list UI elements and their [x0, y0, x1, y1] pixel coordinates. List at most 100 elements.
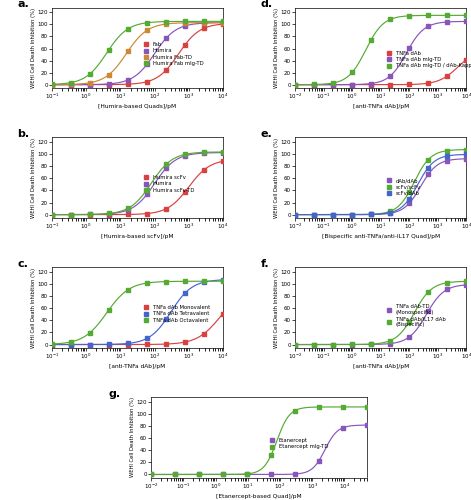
Fab: [49, 82, 55, 87]
scFv/dAb: [463, 152, 469, 158]
scFv/scFv: [425, 156, 431, 162]
Y-axis label: WEHI Cell Death Inhibition (%): WEHI Cell Death Inhibition (%): [31, 268, 36, 347]
Humira: [182, 153, 188, 159]
scFv/scFv: [349, 212, 355, 218]
TNFa dAb-TD
(Monospecific): [311, 342, 317, 347]
TNFa dAb/IL17 dAb
(Bispecific): [425, 289, 431, 295]
Line: Humira scFv-TD: Humira scFv-TD: [50, 150, 225, 216]
Etanercept: [364, 422, 370, 428]
dAb/dAb: [349, 212, 355, 218]
Text: a.: a.: [17, 0, 29, 10]
Y-axis label: WEHI Cell Death Inhibition (%): WEHI Cell Death Inhibition (%): [31, 8, 36, 87]
dAb/dAb: [425, 172, 431, 177]
TNFa dAb/IL17 dAb
(Bispecific): [387, 338, 393, 344]
Etanercept: [268, 472, 274, 478]
Y-axis label: WEHI Cell Death Inhibition (%): WEHI Cell Death Inhibition (%): [274, 268, 279, 347]
Humira scFv-TD: [49, 212, 55, 218]
TNFa dAb Tetravalent: [220, 277, 226, 283]
TNFa dAb Monovalent: [182, 339, 188, 345]
Line: TNFa dAb/IL17 dAb
(Bispecific): TNFa dAb/IL17 dAb (Bispecific): [293, 280, 468, 346]
TNFa dAb: [292, 82, 298, 87]
Humira Fab-TD: [201, 20, 207, 26]
Line: TNFa dAb mIg-TD / dAb-Kappa: TNFa dAb mIg-TD / dAb-Kappa: [293, 14, 468, 86]
TNFa dAb/IL17 dAb
(Bispecific): [463, 278, 469, 284]
Humira: [201, 20, 207, 26]
TNFa dAb/IL17 dAb
(Bispecific): [368, 341, 374, 347]
TNFa dAb/IL17 dAb
(Bispecific): [292, 342, 298, 347]
Humira Fab mIg-TD: [125, 26, 131, 32]
TNFa dAb mIg-TD / dAb-Kappa: [330, 80, 336, 86]
Legend: Humira scFv, Humira, Humira scFv-TD: Humira scFv, Humira, Humira scFv-TD: [140, 174, 195, 194]
Humira Fab mIg-TD: [201, 18, 207, 24]
Line: TNFa dAb Monovalent: TNFa dAb Monovalent: [50, 312, 225, 346]
Line: Humira Fab mIg-TD: Humira Fab mIg-TD: [50, 20, 225, 86]
Etanercept mIg-TD: [148, 472, 154, 478]
Humira Fab-TD: [163, 21, 169, 27]
dAb/dAb: [387, 210, 393, 216]
TNFa dAb mIg-TD: [368, 80, 374, 86]
Fab: [144, 78, 150, 84]
TNFa dAb Octavalent: [144, 280, 150, 286]
dAb/dAb: [311, 212, 317, 218]
Humira scFv-TD: [182, 152, 188, 158]
Legend: TNFa dAb Monovalent, TNFa dAb Tetravalent, TNFa dAb Octavalent: TNFa dAb Monovalent, TNFa dAb Tetravalen…: [140, 304, 211, 324]
scFv/dAb: [330, 212, 336, 218]
Humira scFv-TD: [144, 186, 150, 192]
Etanercept mIg-TD: [172, 472, 178, 478]
Humira Fab mIg-TD: [49, 82, 55, 87]
TNFa dAb: [368, 82, 374, 87]
TNFa dAb Tetravalent: [87, 342, 93, 347]
Y-axis label: WEHI Cell Death Inhibition (%): WEHI Cell Death Inhibition (%): [130, 398, 135, 477]
Humira scFv-TD: [163, 162, 169, 168]
Line: TNFa dAb mIg-TD: TNFa dAb mIg-TD: [293, 20, 468, 86]
TNFa dAb: [406, 82, 412, 87]
TNFa dAb Tetravalent: [201, 279, 207, 285]
scFv/scFv: [445, 148, 450, 154]
TNFa dAb-TD
(Monospecific): [368, 342, 374, 347]
Etanercept: [172, 472, 178, 478]
Etanercept: [220, 472, 226, 478]
Humira: [220, 20, 226, 26]
Humira: [87, 212, 93, 218]
TNFa dAb mIg-TD / dAb-Kappa: [463, 12, 469, 18]
Text: c.: c.: [17, 260, 28, 270]
Humira scFv: [87, 212, 93, 218]
TNFa dAb Tetravalent: [106, 342, 112, 347]
TNFa dAb-TD
(Monospecific): [463, 282, 469, 288]
Humira Fab-TD: [220, 20, 226, 26]
Humira scFv: [220, 158, 226, 164]
Etanercept: [244, 472, 250, 478]
TNFa dAb Monovalent: [201, 330, 207, 336]
Legend: Etanercept, Etanercept mIg-TD: Etanercept, Etanercept mIg-TD: [266, 437, 329, 450]
Humira: [68, 82, 73, 87]
Humira: [106, 211, 112, 217]
X-axis label: [Etanercept-based Quad]/pM: [Etanercept-based Quad]/pM: [216, 494, 302, 498]
TNFa dAb: [330, 82, 336, 87]
TNFa dAb-TD
(Monospecific): [406, 334, 412, 340]
Fab: [106, 82, 112, 87]
Humira scFv-TD: [87, 212, 93, 218]
Fab: [163, 67, 169, 73]
Line: Humira: Humira: [50, 150, 225, 216]
Text: f.: f.: [261, 260, 269, 270]
scFv/dAb: [387, 210, 393, 216]
scFv/dAb: [292, 212, 298, 218]
Humira Fab-TD: [144, 28, 150, 34]
TNFa dAb mIg-TD: [387, 73, 393, 79]
dAb/dAb: [368, 212, 374, 218]
TNFa dAb/IL17 dAb
(Bispecific): [406, 318, 412, 324]
Line: Etanercept: Etanercept: [149, 423, 369, 476]
Etanercept mIg-TD: [292, 408, 298, 414]
TNFa dAb/IL17 dAb
(Bispecific): [311, 342, 317, 347]
scFv/dAb: [311, 212, 317, 218]
Line: TNFa dAb-TD
(Monospecific): TNFa dAb-TD (Monospecific): [293, 283, 468, 346]
Humira Fab-TD: [68, 82, 73, 87]
Humira scFv: [182, 189, 188, 195]
TNFa dAb Octavalent: [87, 330, 93, 336]
TNFa dAb mIg-TD / dAb-Kappa: [349, 70, 355, 75]
TNFa dAb: [425, 80, 431, 86]
Fab: [68, 82, 73, 87]
TNFa dAb: [445, 73, 450, 79]
TNFa dAb mIg-TD / dAb-Kappa: [368, 36, 374, 43]
X-axis label: [anti-TNFa dAb]/pM: [anti-TNFa dAb]/pM: [352, 364, 409, 369]
